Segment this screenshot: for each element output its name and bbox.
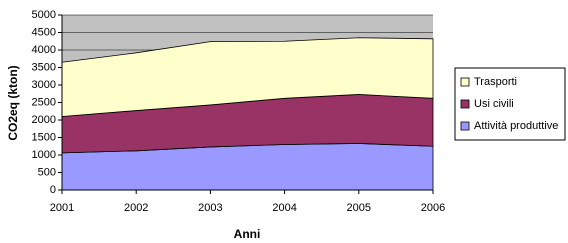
- x-tick-label: 2002: [124, 202, 148, 214]
- legend-swatch: [460, 77, 470, 87]
- y-tick-label: 1000: [32, 149, 56, 161]
- legend-swatch: [460, 121, 470, 131]
- y-tick-label: 3500: [32, 61, 56, 73]
- y-tick-label: 2000: [32, 114, 56, 126]
- y-tick-label: 1500: [32, 131, 56, 143]
- x-axis-title: Anni: [234, 227, 261, 241]
- y-tick-label: 4500: [32, 26, 56, 38]
- area: [61, 37, 434, 117]
- y-axis-title: CO2eq (kton): [6, 65, 20, 140]
- legend-label: Trasporti: [474, 76, 517, 88]
- y-tick-label: 2500: [32, 96, 56, 108]
- legend-label: Attività produttive: [474, 120, 558, 132]
- legend-box: [454, 67, 566, 141]
- x-tick-label: 2004: [272, 202, 296, 214]
- x-tick-label: 2005: [347, 202, 371, 214]
- x-tick-label: 2003: [198, 202, 222, 214]
- y-tick-label: 4000: [32, 44, 56, 56]
- y-tick-label: 0: [50, 184, 56, 196]
- y-tick-label: 500: [38, 166, 56, 178]
- y-tick-label: 3000: [32, 79, 56, 91]
- x-tick-label: 2001: [50, 202, 74, 214]
- legend-label: Usi civili: [474, 98, 514, 110]
- y-tick-label: 5000: [32, 9, 56, 21]
- legend-swatch: [460, 99, 470, 109]
- x-tick-label: 2006: [421, 202, 445, 214]
